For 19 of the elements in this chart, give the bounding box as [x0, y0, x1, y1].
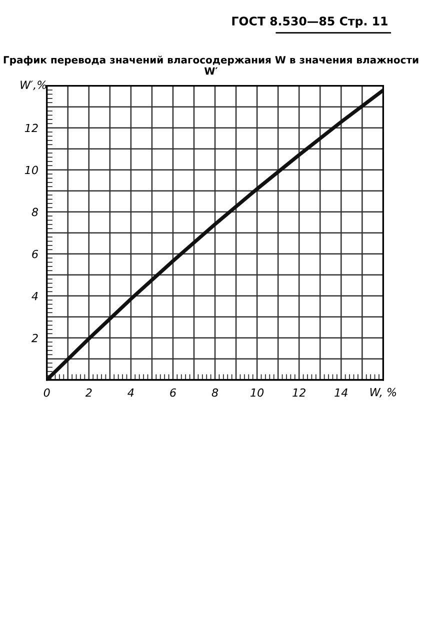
chart-title: График перевода значений влагосодержания W в значения влажности W′ — [4, 56, 418, 75]
x-tick-label: 0 — [44, 388, 50, 397]
y-tick-label: 4 — [32, 292, 38, 300]
x-tick-label: 12 — [292, 388, 306, 397]
x-tick-label: 8 — [212, 388, 218, 397]
y-axis-title: W′,% — [20, 80, 46, 90]
x-tick-label: 10 — [250, 388, 264, 397]
x-tick-label: 2 — [85, 388, 92, 397]
y-tick-label: 8 — [32, 208, 38, 216]
text: ГОСТ 8.530—85 Стр. 11 — [232, 16, 388, 28]
y-tick-label: 2 — [31, 334, 38, 342]
x-axis-title: W, % — [370, 388, 396, 398]
x-tick-label: 4 — [128, 388, 134, 397]
x-tick-label: 6 — [170, 388, 176, 397]
line-series — [46, 88, 384, 380]
x-tick-label: 14 — [334, 388, 348, 397]
y-tick-label: 10 — [24, 166, 38, 174]
y-tick-label: 6 — [32, 250, 38, 258]
y-tick-label: 12 — [24, 124, 38, 132]
